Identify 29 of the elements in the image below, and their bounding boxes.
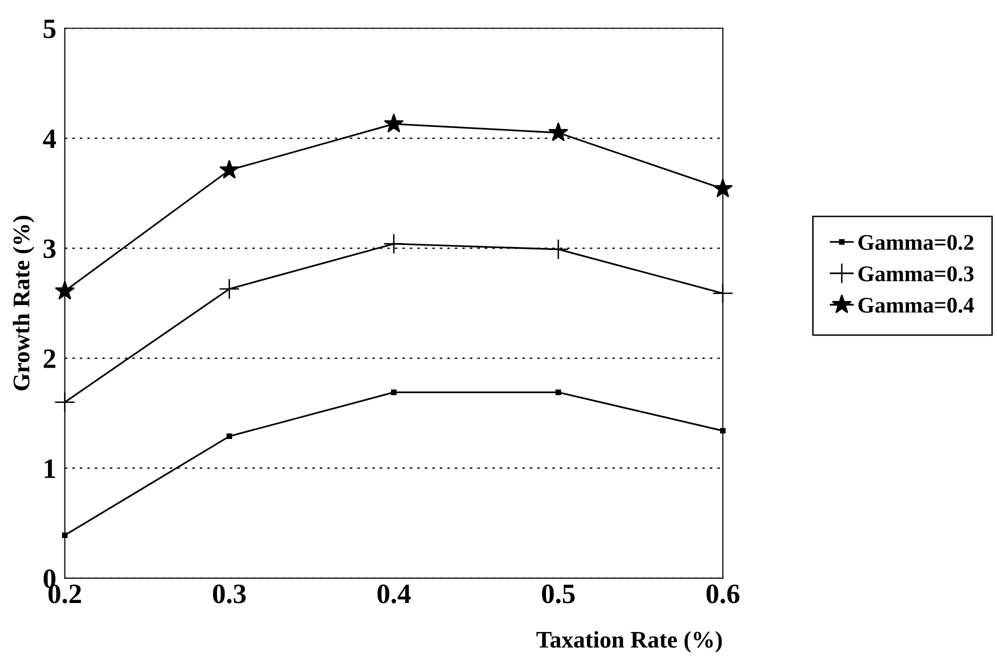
y-tick-label: 2 <box>44 349 56 368</box>
point <box>383 233 404 254</box>
x-tick-label: 0.3 <box>213 584 246 604</box>
y-tick-label: 1 <box>44 459 56 478</box>
point <box>548 238 569 260</box>
point <box>712 178 733 198</box>
point <box>226 434 232 440</box>
x-tick-label: 0.5 <box>542 584 575 604</box>
point <box>720 428 726 434</box>
point <box>556 390 562 396</box>
point <box>548 122 568 142</box>
point <box>219 160 240 179</box>
point <box>712 282 734 304</box>
x-tick-label: 0.6 <box>706 584 740 604</box>
x-axis-title: Taxation Rate (%) <box>536 631 722 653</box>
point <box>54 392 76 413</box>
y-tick-label: 5 <box>44 20 56 38</box>
point <box>54 280 75 300</box>
y-tick-label: 4 <box>42 130 56 148</box>
legend-label: Gamma=0.2 <box>858 234 974 250</box>
legend-label: Gamma=0.4 <box>858 298 974 313</box>
point <box>62 532 68 538</box>
y-tick-label: 3 <box>44 239 56 258</box>
y-axis-title: Growth Rate (%) <box>12 216 34 390</box>
legend-label: Gamma=0.3 <box>858 266 974 282</box>
point <box>218 278 240 300</box>
point <box>384 114 404 132</box>
point <box>391 390 397 396</box>
x-tick-label: 0.4 <box>378 584 411 604</box>
